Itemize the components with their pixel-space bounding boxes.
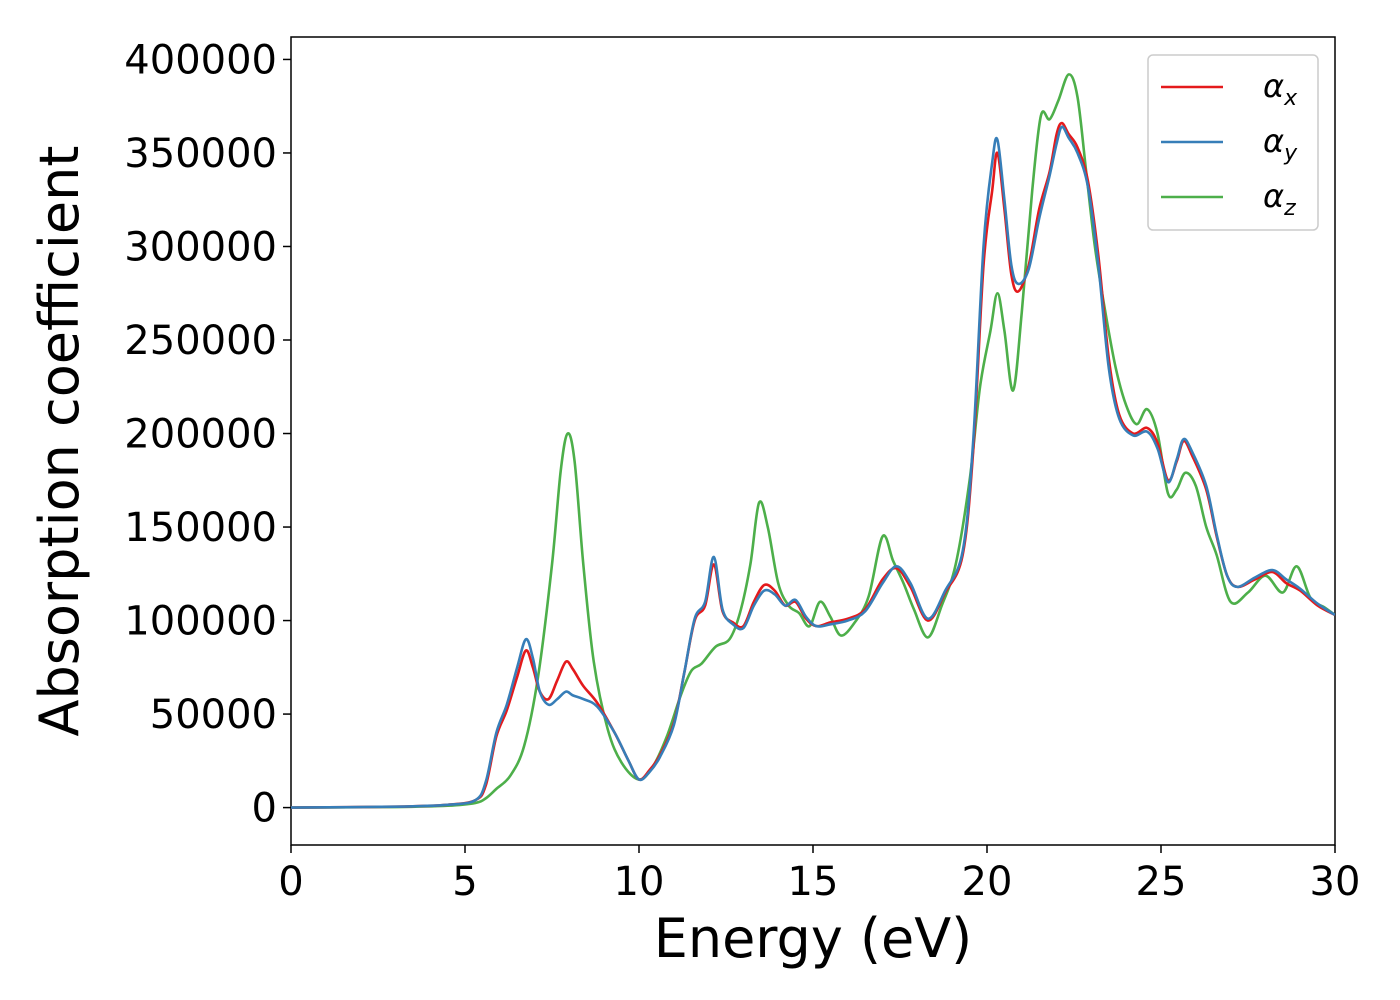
y-tick-label: 100000 (124, 599, 277, 645)
y-tick-label: 250000 (124, 318, 277, 364)
legend-label-sub: y (1283, 141, 1298, 166)
x-tick-label: 30 (1310, 859, 1361, 905)
legend-label-sub: z (1283, 196, 1296, 221)
legend-label-y: αy (1263, 122, 1298, 166)
y-tick-label: 400000 (124, 37, 277, 83)
y-tick-label: 0 (252, 786, 277, 832)
y-tick-label: 150000 (124, 505, 277, 551)
legend-label-z: αz (1263, 177, 1296, 221)
y-axis-ticks: 0 50000 100000 150000 200000 250000 300000 3500… (124, 37, 291, 832)
legend-label-main: α (1263, 177, 1284, 215)
legend-box (1147, 54, 1319, 231)
y-tick-label: 350000 (124, 131, 277, 177)
x-tick-label: 10 (614, 859, 665, 905)
legend-label-main: α (1263, 122, 1284, 160)
legend-label-main: α (1263, 67, 1284, 105)
x-axis-title: Energy (eV) (654, 907, 973, 970)
x-tick-label: 15 (788, 859, 839, 905)
legend-label-x: αx (1263, 67, 1298, 111)
series-layer (291, 73, 1335, 809)
x-tick-label: 0 (278, 859, 303, 905)
y-axis-title: Absorption coefficient (28, 146, 91, 737)
legend-label-sub: x (1283, 86, 1298, 111)
x-tick-label: 20 (962, 859, 1013, 905)
x-axis-ticks: 0 5 10 15 20 25 30 (278, 845, 1360, 905)
series-line-y (291, 125, 1335, 809)
x-tick-label: 25 (1136, 859, 1187, 905)
y-tick-label: 200000 (124, 412, 277, 458)
x-tick-label: 5 (452, 859, 477, 905)
y-tick-label: 50000 (150, 692, 277, 738)
y-tick-label: 300000 (124, 224, 277, 270)
